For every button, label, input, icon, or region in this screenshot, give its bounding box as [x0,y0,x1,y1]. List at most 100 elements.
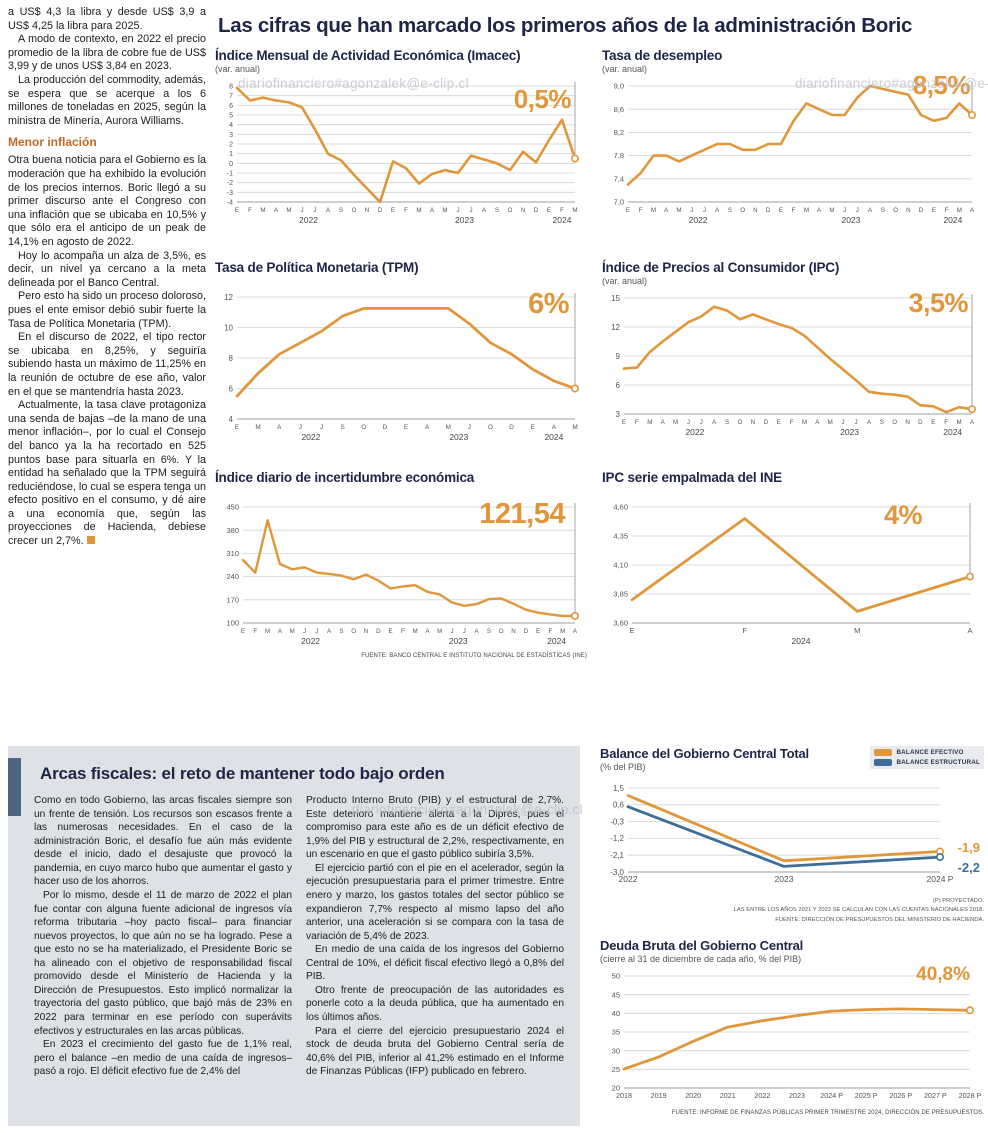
panel-accent-bar [8,758,21,816]
svg-text:2022: 2022 [301,432,320,442]
svg-text:M: M [804,207,809,214]
deuda-value-callout: 40,8% [916,964,970,985]
svg-text:E: E [779,207,783,214]
svg-text:M: M [572,207,577,214]
svg-text:S: S [339,628,343,635]
svg-text:A: A [552,424,557,431]
svg-text:M: M [651,207,656,214]
svg-text:M: M [255,424,260,431]
svg-text:J: J [300,207,303,214]
svg-text:7,8: 7,8 [614,151,624,160]
svg-text:3,60: 3,60 [613,619,628,628]
svg-text:O: O [352,207,357,214]
svg-text:E: E [932,207,936,214]
article-paragraph: En 2023 el crecimiento del gasto fue de … [34,1039,292,1078]
svg-text:M: M [437,628,442,635]
imacec-plot: 8 7 6 5 4 3 2 1 0 -1 -2 -3 -4 E F M A M J J A S O N D E F M A M J J A S O N… [215,78,587,230]
svg-text:4,10: 4,10 [613,561,628,570]
svg-text:O: O [351,628,356,635]
svg-text:M: M [957,419,962,426]
svg-text:-1,2: -1,2 [610,834,624,843]
svg-text:J: J [700,419,703,426]
svg-text:M: M [802,419,807,426]
svg-text:M: M [442,207,447,214]
svg-text:J: J [468,424,471,431]
svg-text:O: O [740,207,745,214]
svg-text:M: M [560,628,565,635]
svg-text:O: O [361,424,366,431]
svg-text:M: M [413,628,418,635]
svg-text:A: A [967,626,972,635]
article-paragraph: El ejercicio partió con el pie en el ace… [306,862,564,942]
svg-text:1: 1 [229,151,233,158]
article-paragraph: Actualmente, la tasa clave protagoniza u… [8,399,206,548]
svg-text:3,85: 3,85 [613,590,628,599]
svg-text:F: F [792,207,796,214]
chart-card-desempleo: Tasa de desempleo (var. anual) 8,5% 9,0 8… [602,48,984,230]
svg-text:J: J [842,419,845,426]
svg-text:S: S [728,207,732,214]
svg-text:2024: 2024 [553,215,572,225]
tpm-plot: 12 10 8 6 4 E M A J J S O D E A M J O D E A M 2022 2023 2024 [215,289,587,447]
svg-text:F: F [944,419,948,426]
svg-text:380: 380 [226,526,239,535]
footnote: LAS ENTRE LOS AÑOS 2021 Y 2023 SE CALCUL… [733,907,984,914]
chart-card-ipc-ine: IPC serie empalmada del INE 4% 4,60 4,35 4… [602,470,984,651]
svg-text:D: D [378,207,383,214]
article-paragraph: Hoy lo acompaña un alza de 3,5%, es deci… [8,249,206,289]
svg-text:2022: 2022 [301,636,320,646]
desempleo-value-callout: 8,5% [912,70,971,100]
page-title: Las cifras que han marcado los primeros … [218,14,913,37]
svg-text:-2: -2 [227,180,233,187]
section-heading: Menor inflación [8,135,97,150]
svg-text:2024: 2024 [943,427,962,437]
svg-text:35: 35 [612,1028,620,1037]
article-paragraph: Otro frente de preocupación de las autor… [306,984,564,1023]
svg-text:2028 P: 2028 P [959,1091,982,1100]
chart-legend: BALANCE EFECTIVO BALANCE ESTRUCTURAL [870,746,984,769]
svg-text:E: E [404,424,408,431]
svg-text:8,2: 8,2 [614,128,624,137]
balance-estructural-end-label: -2,2 [957,860,980,875]
svg-text:A: A [970,419,975,426]
chart-title: Tasa de Política Monetaria (TPM) [215,260,419,275]
svg-text:F: F [790,419,794,426]
svg-text:E: E [235,424,239,431]
svg-text:N: N [365,207,369,214]
balance-efectivo-end-label: -1,9 [957,840,980,855]
svg-text:J: J [299,424,302,431]
svg-text:O: O [893,207,898,214]
legend-item: BALANCE ESTRUCTURAL [874,759,980,766]
svg-text:8,6: 8,6 [614,105,624,114]
svg-text:240: 240 [226,572,239,581]
svg-text:2024 P: 2024 P [820,1091,843,1100]
svg-text:2022: 2022 [754,1091,770,1100]
svg-text:M: M [647,419,652,426]
svg-text:M: M [446,424,451,431]
svg-text:E: E [391,207,395,214]
chart-plot-svg: 4,60 4,35 4,10 3,85 3,60E F M A 2024 [613,503,974,646]
svg-text:D: D [918,419,923,426]
svg-text:A: A [661,419,666,426]
svg-text:J: J [690,207,693,214]
svg-text:8: 8 [229,83,233,90]
svg-text:A: A [815,419,820,426]
svg-text:O: O [488,424,493,431]
svg-text:E: E [389,628,393,635]
legend-item: BALANCE EFECTIVO [874,749,980,756]
svg-text:F: F [639,207,643,214]
svg-text:A: A [712,419,717,426]
svg-text:N: N [905,419,909,426]
chart-plot-svg: 9,08,68,27,87,47,0E F M A M J J A S O N D E F M A M J J A S O… [614,82,976,225]
svg-text:7: 7 [229,93,233,100]
chart-title: Índice Mensual de Actividad Económica (I… [215,48,521,63]
svg-text:2024: 2024 [943,215,962,225]
footnote: FUENTE: DIRECCIÓN DE PRESUPUESTOS DEL MI… [775,916,984,923]
svg-text:A: A [277,424,282,431]
svg-text:-2,1: -2,1 [610,851,624,860]
article-paragraph: A modo de contexto, en 2022 el precio pr… [8,33,206,73]
svg-text:A: A [715,207,720,214]
svg-text:2022: 2022 [689,215,708,225]
